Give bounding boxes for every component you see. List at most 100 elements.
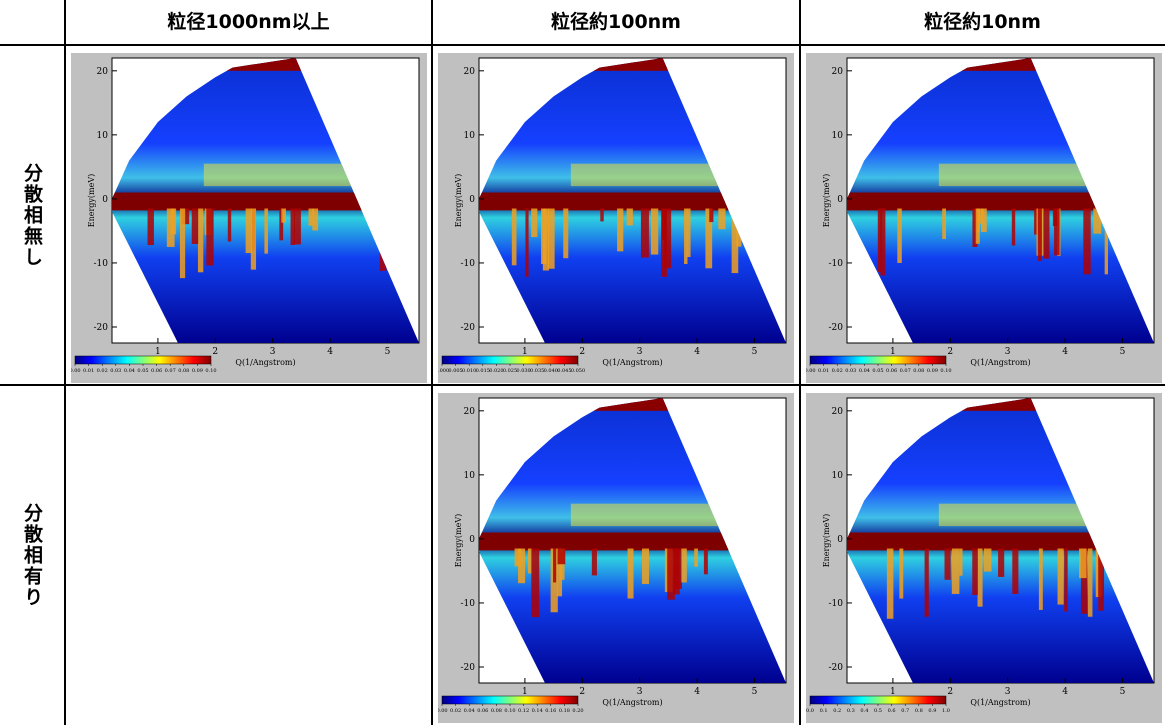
x-tick-label: 5 [1120,687,1126,697]
streak [192,209,198,244]
rule [431,0,433,725]
colorbar-tick-label: 0.025 [503,368,517,374]
streak [945,549,951,580]
colorbar-tick-label: 0.6 [888,708,896,714]
colorbar-tick-label: 0.050 [571,368,585,374]
colorbar-tick-label: 0.08 [491,708,502,714]
streak [525,209,528,277]
streak [718,209,725,230]
y-tick-label: 0 [469,535,475,545]
y-axis-label: Energy(meV) [822,174,831,228]
streak [264,209,268,254]
colorbar-tick-label: 0.09 [192,368,203,374]
y-tick-label: 0 [102,195,108,205]
x-tick-label: 5 [1120,347,1126,357]
streak [1088,549,1093,617]
streak [312,209,318,231]
streak [978,549,983,607]
x-tick-label: 1 [522,347,528,357]
colorbar-tick-label: 0.010 [462,368,476,374]
streak [518,549,525,584]
colorbar-tick-label: 0.03 [845,368,856,374]
colorbar-tick-label: 0.9 [928,708,936,714]
streak [972,549,978,596]
streak [1012,549,1018,594]
colorbar-tick-label: 0.03 [110,368,121,374]
row-label: 分散相有り [19,503,46,608]
colorbar-tick-label: 0.07 [165,368,176,374]
streak [171,209,176,235]
x-tick-label: 2 [947,347,953,357]
streak [1054,209,1060,256]
streak [180,209,185,279]
colorbar-tick-label: 0.08 [178,368,189,374]
colorbar [75,356,211,364]
x-tick-label: 4 [327,347,333,357]
colorbar-tick-label: 0.06 [151,368,162,374]
streak [206,209,213,266]
colorbar [810,696,946,704]
streak [959,549,962,576]
streak [1083,209,1090,275]
colorbar-tick-label: 0.04 [124,368,135,374]
colorbar-tick-label: 0.10 [940,368,951,374]
colorbar-tick-label: 0.015 [476,368,490,374]
colorbar-tick-label: 0.02 [450,708,461,714]
colorbar-tick-label: 0.040 [544,368,558,374]
x-tick-label: 4 [1062,687,1068,697]
streak [942,209,946,240]
y-tick-label: 10 [464,471,476,481]
streak [563,209,568,259]
y-tick-label: 20 [832,407,844,417]
streak [642,549,649,584]
streak [1012,209,1015,246]
streak [1043,209,1049,259]
colorbar-tick-label: 0.12 [518,708,529,714]
colorbar-tick-label: 0.0 [806,708,814,714]
colorbar-tick-label: 0.7 [901,708,909,714]
colorbar-tick-label: 0.00 [806,368,816,374]
column-header: 粒径約10nm [800,0,1165,45]
y-tick-label: -10 [461,259,476,269]
x-tick-label: 3 [637,687,643,697]
streak [952,549,960,594]
x-tick-label: 1 [522,687,528,697]
streak [687,209,691,258]
streak [1058,549,1064,605]
streak [681,549,686,583]
y-tick-label: -10 [94,259,109,269]
colorbar-tick-label: 0.04 [859,368,870,374]
colorbar-tick-label: 0.01 [83,368,94,374]
colorbar-tick-label: 0.04 [464,708,475,714]
row-header: 分散相有り [0,385,65,725]
colorbar-tick-label: 0.5 [874,708,882,714]
y-tick-label: -20 [829,323,844,333]
streak [1079,549,1087,579]
column-header: 粒径約100nm [432,0,800,45]
colorbar-tick-label: 0.1 [820,708,828,714]
colorbar-tick-label: 0.10 [205,368,216,374]
y-tick-label: -10 [829,259,844,269]
streak [664,209,671,269]
row-header: 分散相無し [0,45,65,385]
y-tick-label: 20 [97,67,109,77]
colorbar [810,356,946,364]
streak [617,209,623,252]
streak [976,209,980,244]
streak [675,549,682,589]
colorbar-tick-label: 0.18 [559,708,570,714]
colorbar-tick-label: 0.05 [872,368,883,374]
row-label: 分散相無し [19,163,46,268]
streak [148,209,154,246]
streak [228,209,231,242]
y-axis-label: Energy(meV) [454,514,463,568]
x-tick-label: 1 [155,347,161,357]
colorbar-tick-label: 0.4 [860,708,868,714]
x-tick-label: 4 [694,687,700,697]
y-tick-label: 10 [97,131,109,141]
streak [704,549,708,575]
x-axis-label: Q(1/Angstrom) [235,358,295,367]
